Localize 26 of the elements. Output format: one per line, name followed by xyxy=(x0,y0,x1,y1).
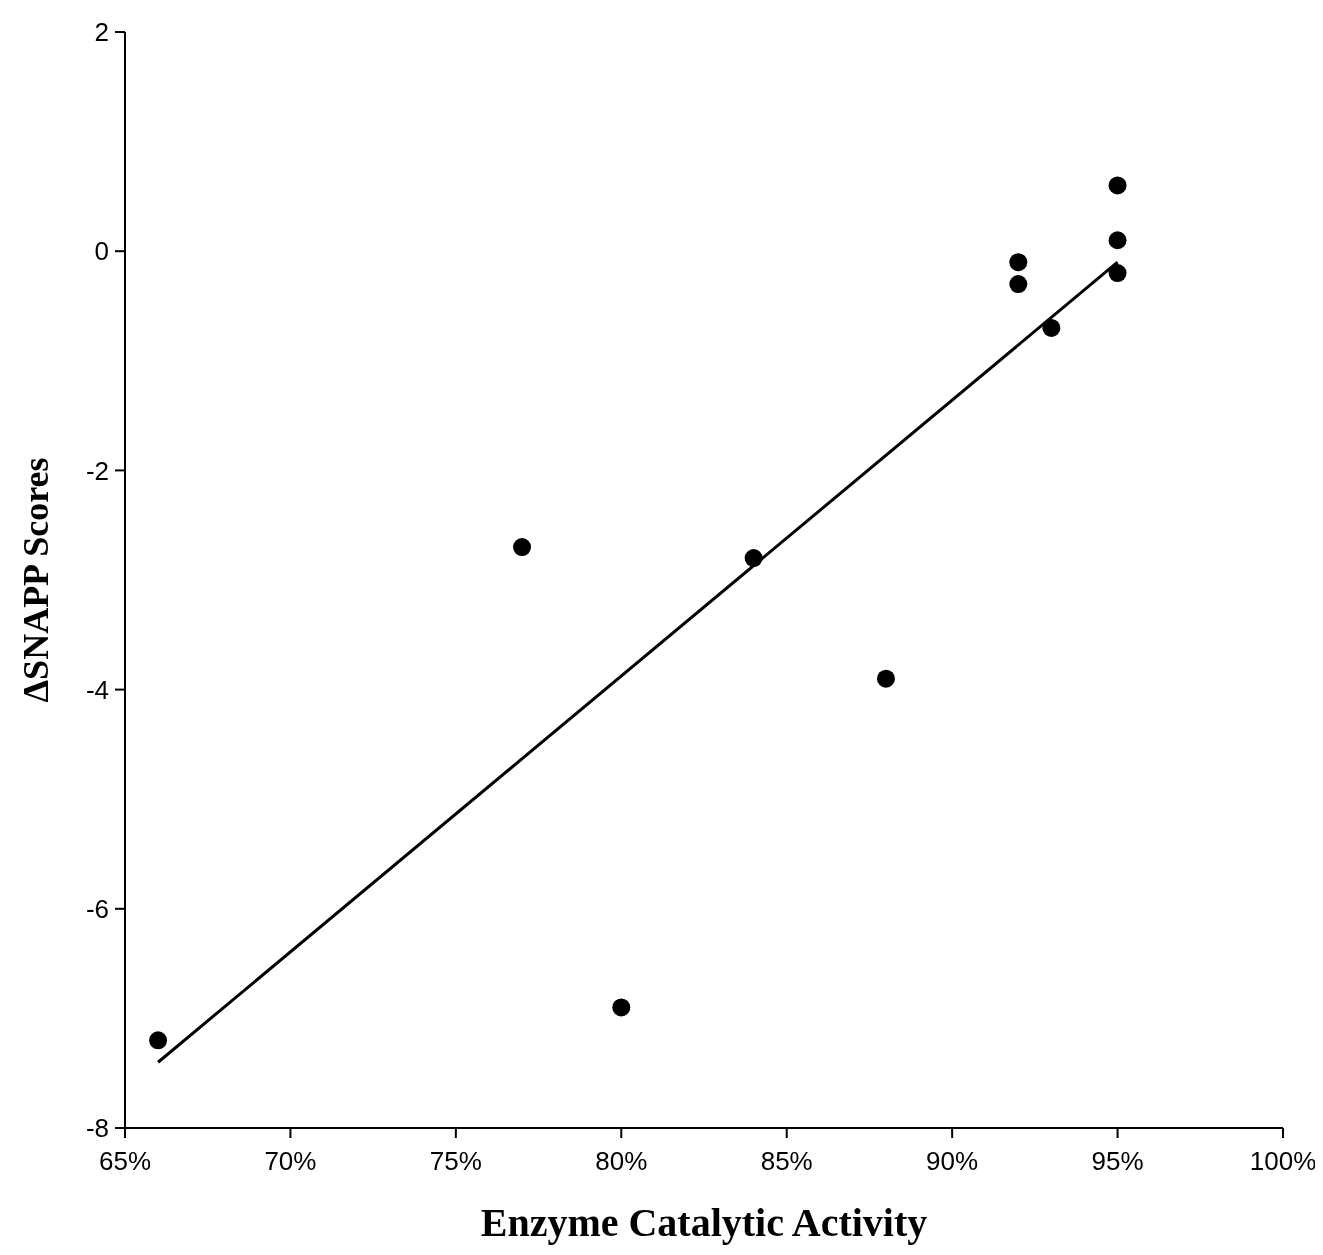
x-tick-label: 80% xyxy=(595,1146,648,1176)
point xyxy=(1009,275,1028,294)
point xyxy=(513,538,532,557)
point xyxy=(1108,264,1127,283)
y-tick-label: 2 xyxy=(94,17,109,48)
point xyxy=(1009,253,1028,272)
y-tick-label: -2 xyxy=(85,455,109,486)
point xyxy=(1108,176,1127,195)
x-tick-label: 85% xyxy=(760,1146,813,1176)
point xyxy=(876,669,895,688)
x-tick-label: 90% xyxy=(926,1146,979,1176)
x-tick-label: 100% xyxy=(1249,1146,1317,1176)
point xyxy=(1042,318,1061,337)
point xyxy=(1108,231,1127,250)
x-axis-title: Enzyme Catalytic Activity xyxy=(480,1200,928,1245)
x-tick-label: 70% xyxy=(264,1146,317,1176)
x-tick-label: 75% xyxy=(429,1146,482,1176)
x-tick-label: 65% xyxy=(98,1146,152,1176)
x-tick-label: 95% xyxy=(1091,1146,1144,1176)
point xyxy=(149,1031,168,1050)
y-tick-label: 0 xyxy=(94,236,109,267)
y-tick-label: -6 xyxy=(85,893,109,924)
y-tick-label: -8 xyxy=(85,1113,109,1144)
point xyxy=(612,998,631,1017)
y-axis-title: ΔSNAPP Scores xyxy=(16,457,56,703)
y-tick-label: -4 xyxy=(85,674,109,705)
